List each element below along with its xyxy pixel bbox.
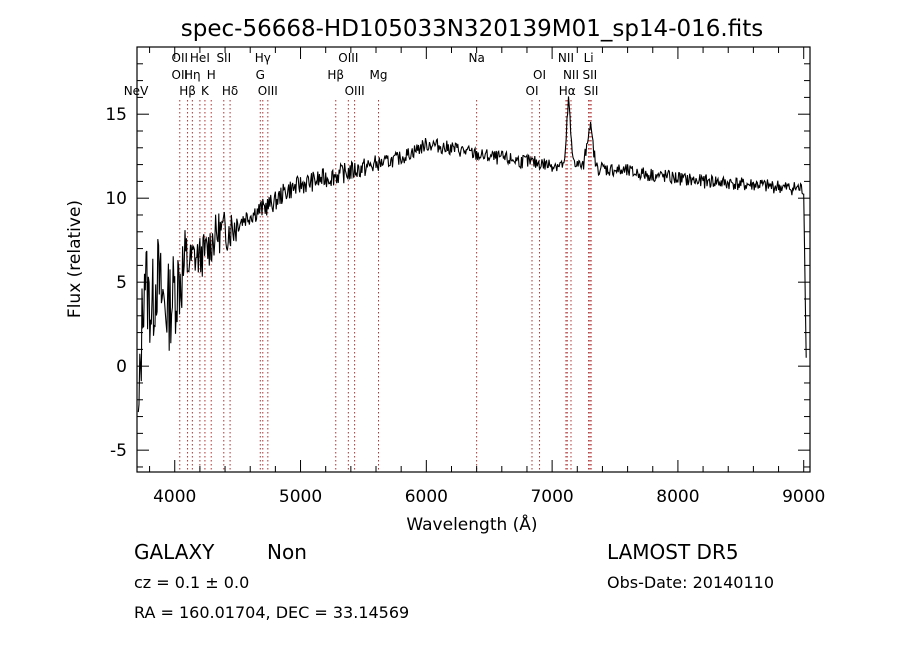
y-tick-label: 5 <box>116 273 127 293</box>
x-tick-label: 4000 <box>153 487 196 507</box>
line-marker-label: HeI <box>190 51 210 65</box>
line-marker-label: NeV <box>124 84 149 98</box>
line-marker-label: OIII <box>338 51 358 65</box>
x-tick-label: 8000 <box>656 487 699 507</box>
line-marker-label: Li <box>584 51 594 65</box>
coordinates: RA = 160.01704, DEC = 33.14569 <box>134 603 410 622</box>
y-tick-label: -5 <box>110 441 127 461</box>
line-marker-label: SII <box>584 84 599 98</box>
y-axis-label: Flux (relative) <box>65 200 85 318</box>
chart-title: spec-56668-HD105033N320139M01_sp14-016.f… <box>181 16 763 42</box>
line-marker-label: NII <box>558 51 574 65</box>
line-marker-label: OI <box>526 84 539 98</box>
line-marker-label: SII <box>216 51 231 65</box>
redshift-cz: cz = 0.1 ± 0.0 <box>134 573 250 592</box>
line-marker-label: OIII <box>345 84 365 98</box>
plot-frame <box>136 46 811 473</box>
line-marker-label: G <box>256 68 265 82</box>
line-marker-label: Hγ <box>255 51 271 65</box>
line-marker-label: Hα <box>559 84 576 98</box>
line-marker-label: OII <box>172 68 189 82</box>
spectrum-line <box>137 96 807 413</box>
x-tick-label: 7000 <box>530 487 573 507</box>
line-marker-label: OI <box>533 68 546 82</box>
survey-name: LAMOST DR5 <box>607 540 739 564</box>
x-tick-label: 5000 <box>279 487 322 507</box>
x-tick-label: 6000 <box>405 487 448 507</box>
observation-date: Obs-Date: 20140110 <box>607 573 775 592</box>
line-marker-label: K <box>201 84 210 98</box>
y-tick-label: 10 <box>105 189 127 209</box>
x-axis-label: Wavelength (Å) <box>406 513 537 535</box>
line-marker-label: OII <box>172 51 189 65</box>
line-marker-label: Hβ <box>179 84 196 98</box>
object-subclass: Non <box>267 540 307 564</box>
line-marker-label: NII <box>563 68 579 82</box>
line-marker-label: Hη <box>184 68 201 82</box>
y-tick-label: 0 <box>116 357 127 377</box>
axis-ticks: 4000 5000 6000 7000 8000 9000 -5 0 5 10 15 <box>105 46 825 507</box>
y-tick-label: 15 <box>105 105 127 125</box>
x-tick-label: 9000 <box>782 487 825 507</box>
line-marker-label: SII <box>583 68 598 82</box>
line-marker-label: OIII <box>258 84 278 98</box>
line-marker-label: H <box>207 68 216 82</box>
line-markers: NeVOIIOIIHβHηHeIKHSIIHδHγGOIIIOIIIHβOIII… <box>124 51 599 472</box>
line-marker-label: Na <box>468 51 484 65</box>
object-class: GALAXY <box>134 540 215 564</box>
line-marker-label: Hδ <box>222 84 238 98</box>
line-marker-label: Hβ <box>327 68 344 82</box>
line-marker-label: Mg <box>370 68 388 82</box>
